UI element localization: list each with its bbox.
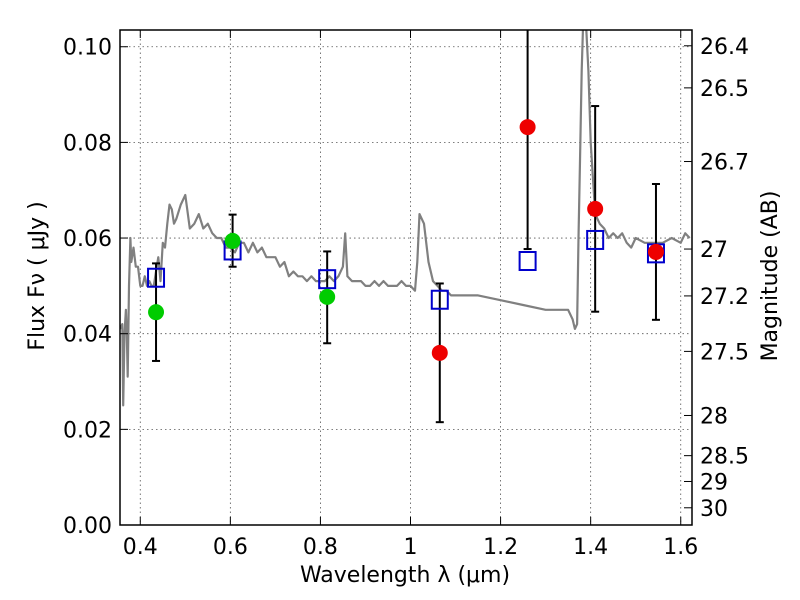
red-marker (587, 200, 604, 217)
y-tick-label: 0.04 (63, 323, 112, 348)
square-marker (318, 269, 337, 290)
x-tick-label: 1.6 (663, 535, 698, 560)
axis-ticks (120, 30, 692, 526)
green-marker (319, 288, 336, 305)
data-markers (147, 119, 665, 361)
square-marker (586, 229, 605, 250)
mag-tick-label: 28.5 (700, 445, 749, 470)
x-tick-label: 1.2 (483, 535, 518, 560)
mag-tick-label: 28 (700, 404, 728, 429)
x-tick-label: 1 (404, 535, 418, 560)
mag-tick-label: 27.2 (700, 285, 749, 310)
error-bars (152, 30, 660, 424)
red-marker (647, 243, 664, 260)
y-tick-label: 0.00 (63, 514, 112, 539)
mag-tick-label: 30 (700, 497, 728, 522)
y-tick-label: 0.08 (63, 131, 112, 156)
green-marker (224, 232, 241, 249)
x-tick-label: 0.8 (303, 535, 338, 560)
y-axis-label: Flux Fν ( μJy ) (25, 201, 50, 350)
mag-tick-label: 26.7 (700, 151, 749, 176)
mag-tick-label: 27 (700, 238, 728, 263)
mag-tick-label: 27.5 (700, 340, 749, 365)
square-marker (430, 289, 449, 310)
grid-lines (120, 30, 692, 526)
y-tick-label: 0.06 (63, 227, 112, 252)
square-marker (147, 267, 166, 288)
plot-frame (119, 29, 693, 526)
square-marker (518, 251, 537, 271)
right-axis-label: Magnitude (AB) (758, 191, 783, 362)
x-tick-label: 0.6 (213, 535, 248, 560)
spectrum-line (120, 30, 691, 407)
x-tick-label: 0.4 (123, 535, 158, 560)
y-tick-label: 0.10 (63, 36, 112, 61)
y-tick-label: 0.02 (63, 418, 112, 443)
red-marker (431, 344, 448, 361)
mag-tick-label: 29 (700, 470, 728, 495)
tick-labels: 0.4 0.6 0.8 1 1.2 1.4 1.6 0.00 0.02 0.04 0.06 0.08 0… (63, 35, 749, 560)
model-spectrum (120, 30, 691, 407)
mag-tick-label: 26.5 (700, 77, 749, 102)
red-marker (519, 119, 536, 136)
x-tick-label: 1.4 (573, 535, 608, 560)
green-marker (148, 304, 165, 321)
x-axis-label: Wavelength λ (μm) (300, 563, 510, 588)
mag-tick-label: 26.4 (700, 35, 749, 60)
